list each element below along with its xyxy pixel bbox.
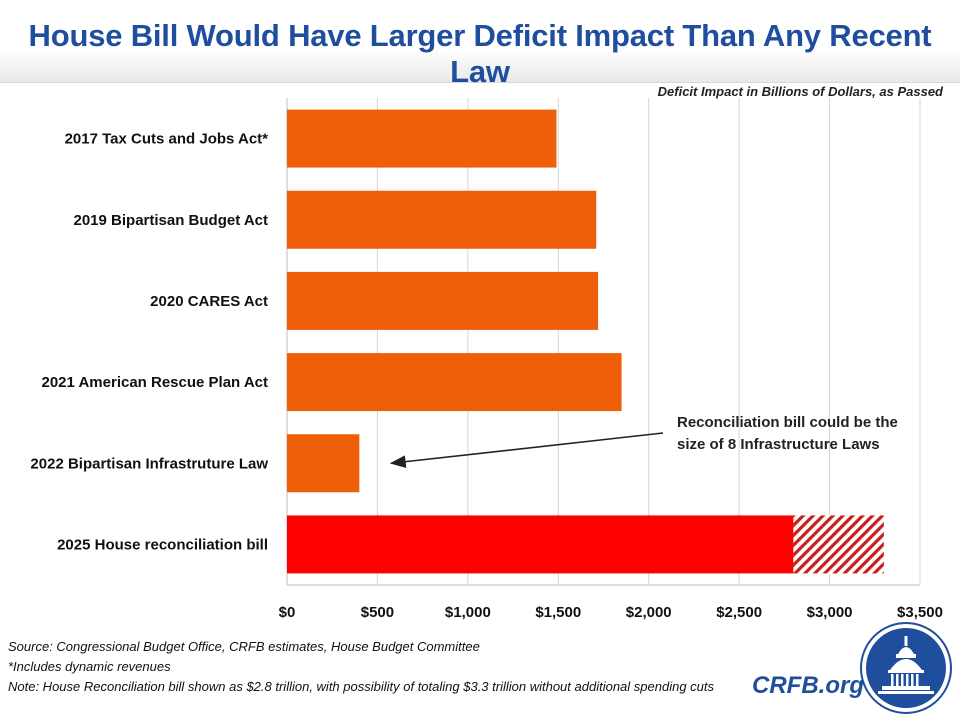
bar [287,353,622,412]
reconciliation-note: Note: House Reconciliation bill shown as… [8,679,714,695]
crfb-brand: CRFB.org [752,672,864,699]
chart-title: House Bill Would Have Larger Deficit Imp… [28,18,932,89]
bar [287,271,599,330]
chart-subtitle: Deficit Impact in Billions of Dollars, a… [657,84,943,99]
annotation-text: size of 8 Infrastructure Laws [677,436,880,453]
category-label: 2017 Tax Cuts and Jobs Act* [65,131,269,148]
annotation-arrow [389,432,664,469]
bar [287,190,597,249]
x-tick-label: $2,000 [626,604,672,621]
bar [287,434,360,493]
category-label: 2019 Bipartisan Budget Act [74,212,269,229]
footnotes: Source: Congressional Budget Office, CRF… [8,637,738,697]
header-band [0,0,960,83]
category-label: 2020 CARES Act [150,293,268,310]
x-tick-label: $2,500 [716,604,762,621]
x-tick-label: $1,000 [445,604,491,621]
x-tick-label: $500 [361,604,394,621]
x-tick-label: $3,000 [807,604,853,621]
x-tick-label: $1,500 [535,604,581,621]
bar [287,515,794,574]
source-note: Source: Congressional Budget Office, CRF… [8,639,480,654]
x-tick-label: $0 [279,604,296,621]
bar [287,109,557,168]
category-label: 2022 Bipartisan Infrastruture Law [30,455,268,472]
annotation-text: Reconciliation bill could be the [677,414,898,431]
category-label: 2021 American Rescue Plan Act [41,374,268,391]
category-label: 2025 House reconciliation bill [57,536,268,553]
dynamic-revenues-note: *Includes dynamic revenues [8,659,171,675]
capitol-dome-icon [860,622,952,714]
bar-extension-hatched [793,515,884,574]
x-tick-label: $3,500 [897,604,943,621]
